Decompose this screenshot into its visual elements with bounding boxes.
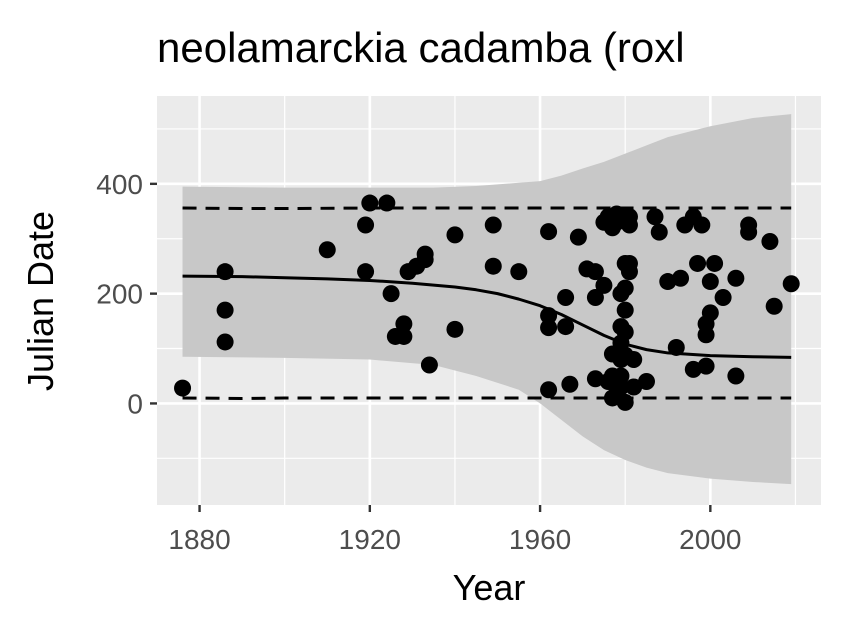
data-point: [684, 360, 702, 378]
data-point: [216, 263, 234, 281]
data-point: [361, 194, 379, 212]
data-point: [714, 288, 732, 306]
data-point: [540, 307, 558, 325]
data-point: [693, 216, 711, 234]
data-point: [620, 216, 638, 234]
data-point: [420, 356, 438, 374]
x-tick-label: 2000: [679, 524, 741, 555]
data-point: [616, 393, 634, 411]
data-point: [318, 241, 336, 259]
data-point: [378, 194, 396, 212]
data-point: [706, 254, 724, 272]
axes: 1880 1920 1960 2000 0 200 400: [96, 169, 741, 555]
data-point: [174, 379, 192, 397]
chart-title: neolamarckia cadamba (roxl: [157, 24, 685, 71]
data-point: [637, 372, 655, 390]
data-point: [620, 263, 638, 281]
data-point: [616, 323, 634, 341]
data-point: [446, 320, 464, 338]
data-point: [740, 223, 758, 241]
data-point: [395, 327, 413, 345]
data-point: [689, 254, 707, 272]
data-point: [782, 275, 800, 293]
lines-layer: [182, 206, 792, 400]
data-point: [701, 273, 719, 291]
data-point: [612, 378, 630, 396]
data-point: [761, 232, 779, 250]
data-point: [701, 304, 719, 322]
x-tick-label: 1880: [168, 524, 230, 555]
y-tick-label: 0: [127, 388, 143, 419]
data-point: [616, 301, 634, 319]
data-point: [510, 263, 528, 281]
data-point: [625, 378, 643, 396]
data-point: [557, 318, 575, 336]
upper-dashed-line: [182, 206, 792, 211]
data-point: [382, 285, 400, 303]
y-tick-label: 200: [96, 279, 143, 310]
data-point: [540, 223, 558, 241]
x-tick-label: 1920: [339, 524, 401, 555]
data-point: [667, 338, 685, 356]
data-point: [586, 263, 604, 281]
x-tick-label: 1960: [509, 524, 571, 555]
data-point: [416, 245, 434, 263]
data-point: [595, 276, 613, 294]
data-point: [659, 273, 677, 291]
data-point: [765, 297, 783, 315]
data-point: [646, 208, 664, 226]
data-point: [484, 216, 502, 234]
data-point: [569, 228, 587, 246]
x-axis-title: Year: [453, 567, 526, 608]
data-point: [625, 351, 643, 369]
data-point: [540, 319, 558, 337]
data-point: [672, 269, 690, 287]
data-point: [650, 223, 668, 241]
data-point: [216, 333, 234, 351]
data-point: [727, 269, 745, 287]
data-point: [586, 370, 604, 388]
data-point: [395, 315, 413, 333]
points-layer: [174, 194, 800, 411]
data-point: [216, 301, 234, 319]
data-point: [357, 216, 375, 234]
data-point: [357, 263, 375, 281]
data-point: [446, 226, 464, 244]
data-point: [697, 357, 715, 375]
data-point: [540, 381, 558, 399]
data-point: [557, 288, 575, 306]
y-axis-title: Julian Date: [20, 211, 61, 391]
data-point: [586, 288, 604, 306]
data-point: [727, 367, 745, 385]
data-point: [561, 375, 579, 393]
lower-dashed-line: [182, 396, 792, 400]
data-point: [697, 326, 715, 344]
data-point: [616, 279, 634, 297]
y-tick-label: 400: [96, 169, 143, 200]
trend-line: [182, 274, 792, 359]
data-point: [484, 257, 502, 275]
